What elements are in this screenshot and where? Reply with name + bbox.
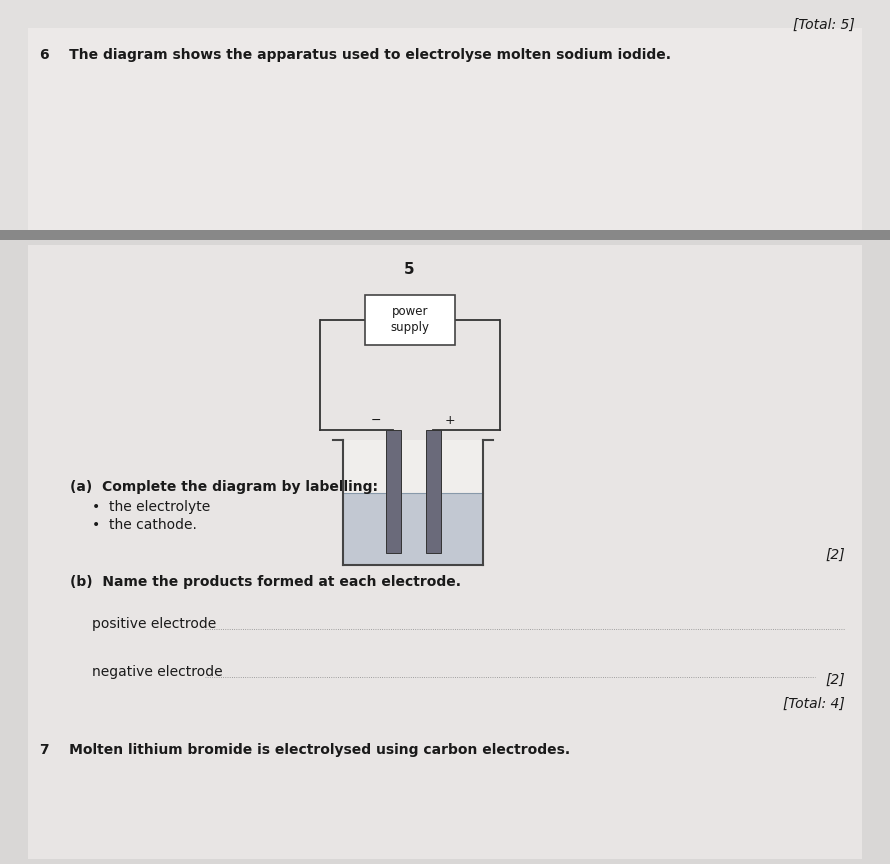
Text: positive electrode: positive electrode [92, 617, 216, 631]
Text: +: + [445, 414, 456, 427]
Bar [0, 0, 890, 230]
Text: 6    The diagram shows the apparatus used to electrolyse molten sodium iodide.: 6 The diagram shows the apparatus used t… [40, 48, 671, 62]
Text: [2]: [2] [825, 548, 845, 562]
Text: [2]: [2] [825, 673, 845, 687]
Bar [0, 240, 890, 864]
Text: [Total: 4]: [Total: 4] [783, 697, 845, 711]
Bar [365, 295, 455, 345]
Bar [426, 430, 441, 553]
Text: 7    Molten lithium bromide is electrolysed using carbon electrodes.: 7 Molten lithium bromide is electrolysed… [40, 743, 570, 757]
Text: •  the electrolyte: • the electrolyte [92, 500, 210, 514]
Text: (b)  Name the products formed at each electrode.: (b) Name the products formed at each ele… [70, 575, 461, 589]
Text: •  the cathode.: • the cathode. [92, 518, 197, 532]
Text: 5: 5 [404, 262, 415, 277]
Text: negative electrode: negative electrode [92, 665, 222, 679]
Text: [Total: 5]: [Total: 5] [793, 18, 855, 32]
Bar [28, 28, 862, 230]
Bar [0, 230, 890, 240]
Bar [343, 440, 483, 565]
Text: −: − [370, 414, 381, 427]
Bar [28, 245, 862, 859]
Bar [386, 430, 401, 553]
Bar [343, 492, 483, 565]
Text: (a)  Complete the diagram by labelling:: (a) Complete the diagram by labelling: [70, 480, 378, 494]
Text: power
supply: power supply [391, 306, 430, 334]
